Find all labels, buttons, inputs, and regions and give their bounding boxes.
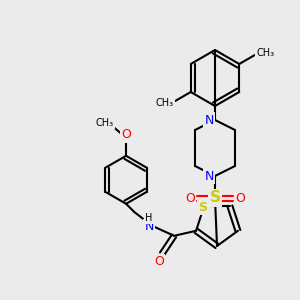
- Text: CH₃: CH₃: [95, 118, 113, 128]
- Text: CH₃: CH₃: [155, 98, 173, 108]
- Text: O: O: [235, 191, 245, 205]
- Text: CH₃: CH₃: [257, 48, 275, 58]
- Text: N: N: [204, 113, 214, 127]
- Text: H: H: [146, 213, 153, 223]
- Text: O: O: [185, 191, 195, 205]
- Text: O: O: [121, 128, 131, 141]
- Text: N: N: [144, 220, 154, 233]
- Text: S: S: [209, 190, 220, 206]
- Text: N: N: [204, 169, 214, 182]
- Text: S: S: [199, 201, 208, 214]
- Text: O: O: [154, 255, 164, 268]
